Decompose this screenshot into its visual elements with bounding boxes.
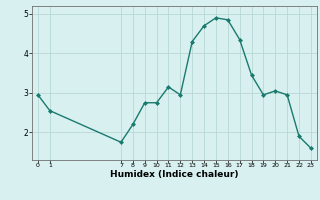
X-axis label: Humidex (Indice chaleur): Humidex (Indice chaleur) bbox=[110, 170, 239, 179]
